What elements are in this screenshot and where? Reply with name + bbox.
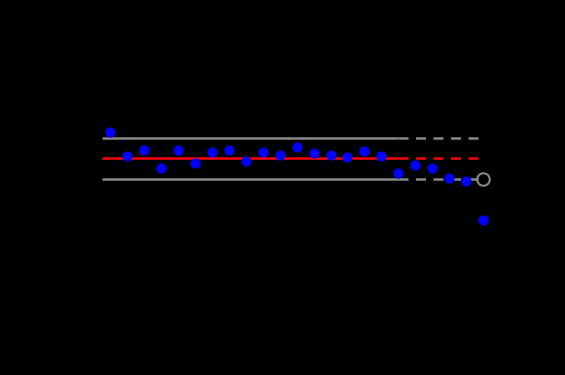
Point [326, 152, 335, 158]
Point [190, 159, 199, 165]
Point [106, 129, 115, 135]
Point [360, 148, 369, 154]
Point [292, 144, 301, 150]
Point [462, 178, 471, 184]
Point [241, 158, 250, 164]
Point [377, 153, 386, 159]
Point [275, 152, 284, 158]
Point [173, 147, 182, 153]
Point [479, 216, 488, 222]
Point [343, 154, 352, 160]
Point [428, 165, 437, 171]
Point [157, 165, 166, 171]
Point [309, 150, 318, 156]
Point [224, 147, 233, 153]
Point [258, 149, 267, 155]
Point [123, 153, 132, 159]
Point [394, 170, 403, 176]
Point [445, 175, 454, 181]
Point [207, 149, 216, 155]
Point [140, 147, 149, 153]
Point [411, 162, 420, 168]
